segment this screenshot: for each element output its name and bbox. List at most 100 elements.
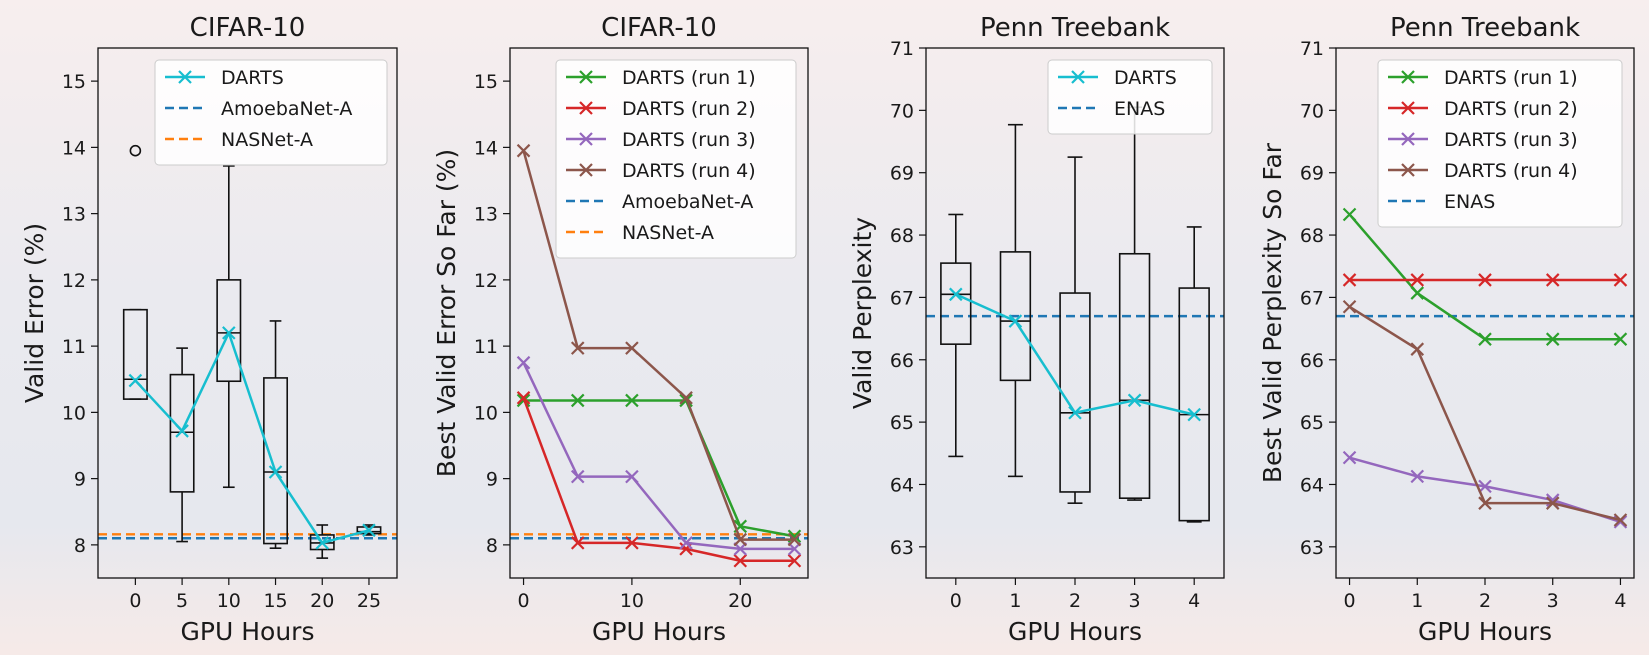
y-tick-label: 14 [474, 137, 498, 159]
y-tick-label: 69 [890, 163, 914, 185]
box-body [940, 262, 972, 345]
legend-item: DARTS [165, 67, 284, 89]
x-tick-label: 20 [728, 590, 752, 612]
x-axis-title: GPU Hours [592, 617, 726, 646]
plot-area [1336, 207, 1634, 529]
box-flier [129, 144, 142, 157]
y-tick-label: 69 [1300, 163, 1324, 185]
y-tick-label: 15 [62, 71, 86, 93]
x-tick-label: 2 [1069, 590, 1081, 612]
y-tick-label: 12 [474, 270, 498, 292]
legend-label: DARTS (run 2) [1444, 98, 1578, 120]
legend-item: AmoebaNet-A [165, 98, 352, 120]
series-point [570, 341, 585, 355]
box-body [169, 373, 195, 493]
legend-item: DARTS (run 2) [1388, 98, 1578, 120]
box-body [999, 251, 1032, 382]
box-plot [999, 123, 1032, 478]
panel-title: Penn Treebank [980, 13, 1170, 43]
legend: DARTS AmoebaNet-A NASNet-A [154, 59, 388, 166]
series-line-darts-run-1- [523, 399, 795, 538]
x-tick-label: 4 [1188, 590, 1200, 612]
legend-label: ENAS [1444, 191, 1495, 213]
y-axis-title: Best Valid Error So Far (%) [432, 149, 461, 477]
series-point [949, 287, 963, 302]
y-tick-label: 8 [74, 535, 86, 557]
legend-label: AmoebaNet-A [622, 191, 753, 213]
y-tick-label: 9 [74, 469, 86, 491]
x-tick-label: 5 [176, 590, 188, 612]
legend-marker [1401, 101, 1415, 115]
y-tick-label: 63 [1300, 537, 1324, 559]
plot-frame [1335, 47, 1635, 579]
series-point [362, 523, 376, 538]
y-tick-label: 67 [1300, 287, 1324, 309]
series-point [1068, 405, 1082, 420]
legend-label: DARTS (run 3) [1444, 129, 1578, 151]
series-point [1342, 207, 1357, 222]
y-axis-title: Best Valid Perplexity So Far [1258, 142, 1287, 483]
series-point [1342, 299, 1357, 314]
y-tick-label: 12 [62, 270, 86, 292]
y-tick-label: 66 [890, 350, 914, 372]
legend-item: DARTS (run 1) [1388, 67, 1578, 89]
x-tick-label: 0 [517, 590, 529, 612]
box-plot [169, 347, 195, 543]
panel-4: Penn Treebank 0 1 2 3 4 63 64 65 66 67 68 69 70 71 GPU … [1258, 13, 1635, 646]
y-tick-label: 11 [474, 336, 498, 358]
box-plot [309, 524, 335, 559]
legend-marker [1401, 132, 1415, 146]
legend-item: ENAS [1388, 191, 1495, 213]
legend-marker [1401, 70, 1415, 84]
series-line-darts-run-2- [522, 397, 795, 563]
series-point [1613, 273, 1628, 287]
box-body [1178, 287, 1210, 522]
series-point [516, 355, 531, 370]
legend-item: NASNet-A [566, 222, 714, 244]
y-tick-label: 67 [890, 287, 914, 309]
series-point [1478, 273, 1492, 287]
legend: DARTS (run 1) DARTS (run 2) DARTS (run 3) D… [1377, 59, 1623, 228]
box-plot [263, 320, 289, 549]
series-point [175, 424, 189, 438]
y-tick-label: 65 [890, 412, 914, 434]
x-tick-label: 1 [1009, 590, 1021, 612]
box-plot [216, 165, 242, 489]
legend-item: AmoebaNet-A [566, 191, 753, 213]
legend-marker [579, 132, 593, 146]
series-point [1410, 469, 1425, 484]
y-axis-title: Valid Error (%) [20, 223, 49, 403]
y-tick-label: 13 [474, 204, 498, 226]
legend-item: DARTS (run 3) [1388, 129, 1578, 151]
series-point [1613, 332, 1628, 346]
legend-label: DARTS (run 4) [1444, 160, 1578, 182]
series-point [1410, 273, 1425, 287]
series-point [787, 553, 802, 568]
legend-label: DARTS [221, 67, 284, 89]
y-tick-label: 10 [474, 402, 498, 424]
series-point [625, 341, 639, 355]
panel-1: CIFAR-10 0 5 10 15 20 25 8 9 10 11 12 13 14 15 GPU Hour… [20, 13, 398, 646]
series-point [268, 465, 283, 479]
legend-box [1377, 59, 1623, 228]
legend-box [555, 59, 797, 259]
plot-frame [509, 47, 809, 579]
box-body [122, 308, 148, 400]
legend-box [154, 59, 388, 166]
legend-item: DARTS (run 4) [566, 160, 756, 182]
y-tick-label: 10 [62, 402, 86, 424]
series-point [679, 391, 693, 405]
plot-frame [97, 47, 398, 579]
plot-area [510, 143, 808, 568]
legend-label: DARTS (run 3) [622, 129, 756, 151]
series-point [1478, 496, 1492, 510]
panel-title: CIFAR-10 [190, 13, 306, 43]
legend-label: ENAS [1114, 98, 1165, 120]
x-tick-label: 0 [1343, 590, 1355, 612]
plot-area [98, 144, 397, 559]
y-tick-label: 71 [890, 38, 914, 60]
legend: DARTS ENAS [1047, 59, 1213, 135]
legend: DARTS (run 1) DARTS (run 2) DARTS (run 3) D… [555, 59, 797, 259]
series-point [128, 373, 143, 388]
box-body [1059, 292, 1091, 493]
